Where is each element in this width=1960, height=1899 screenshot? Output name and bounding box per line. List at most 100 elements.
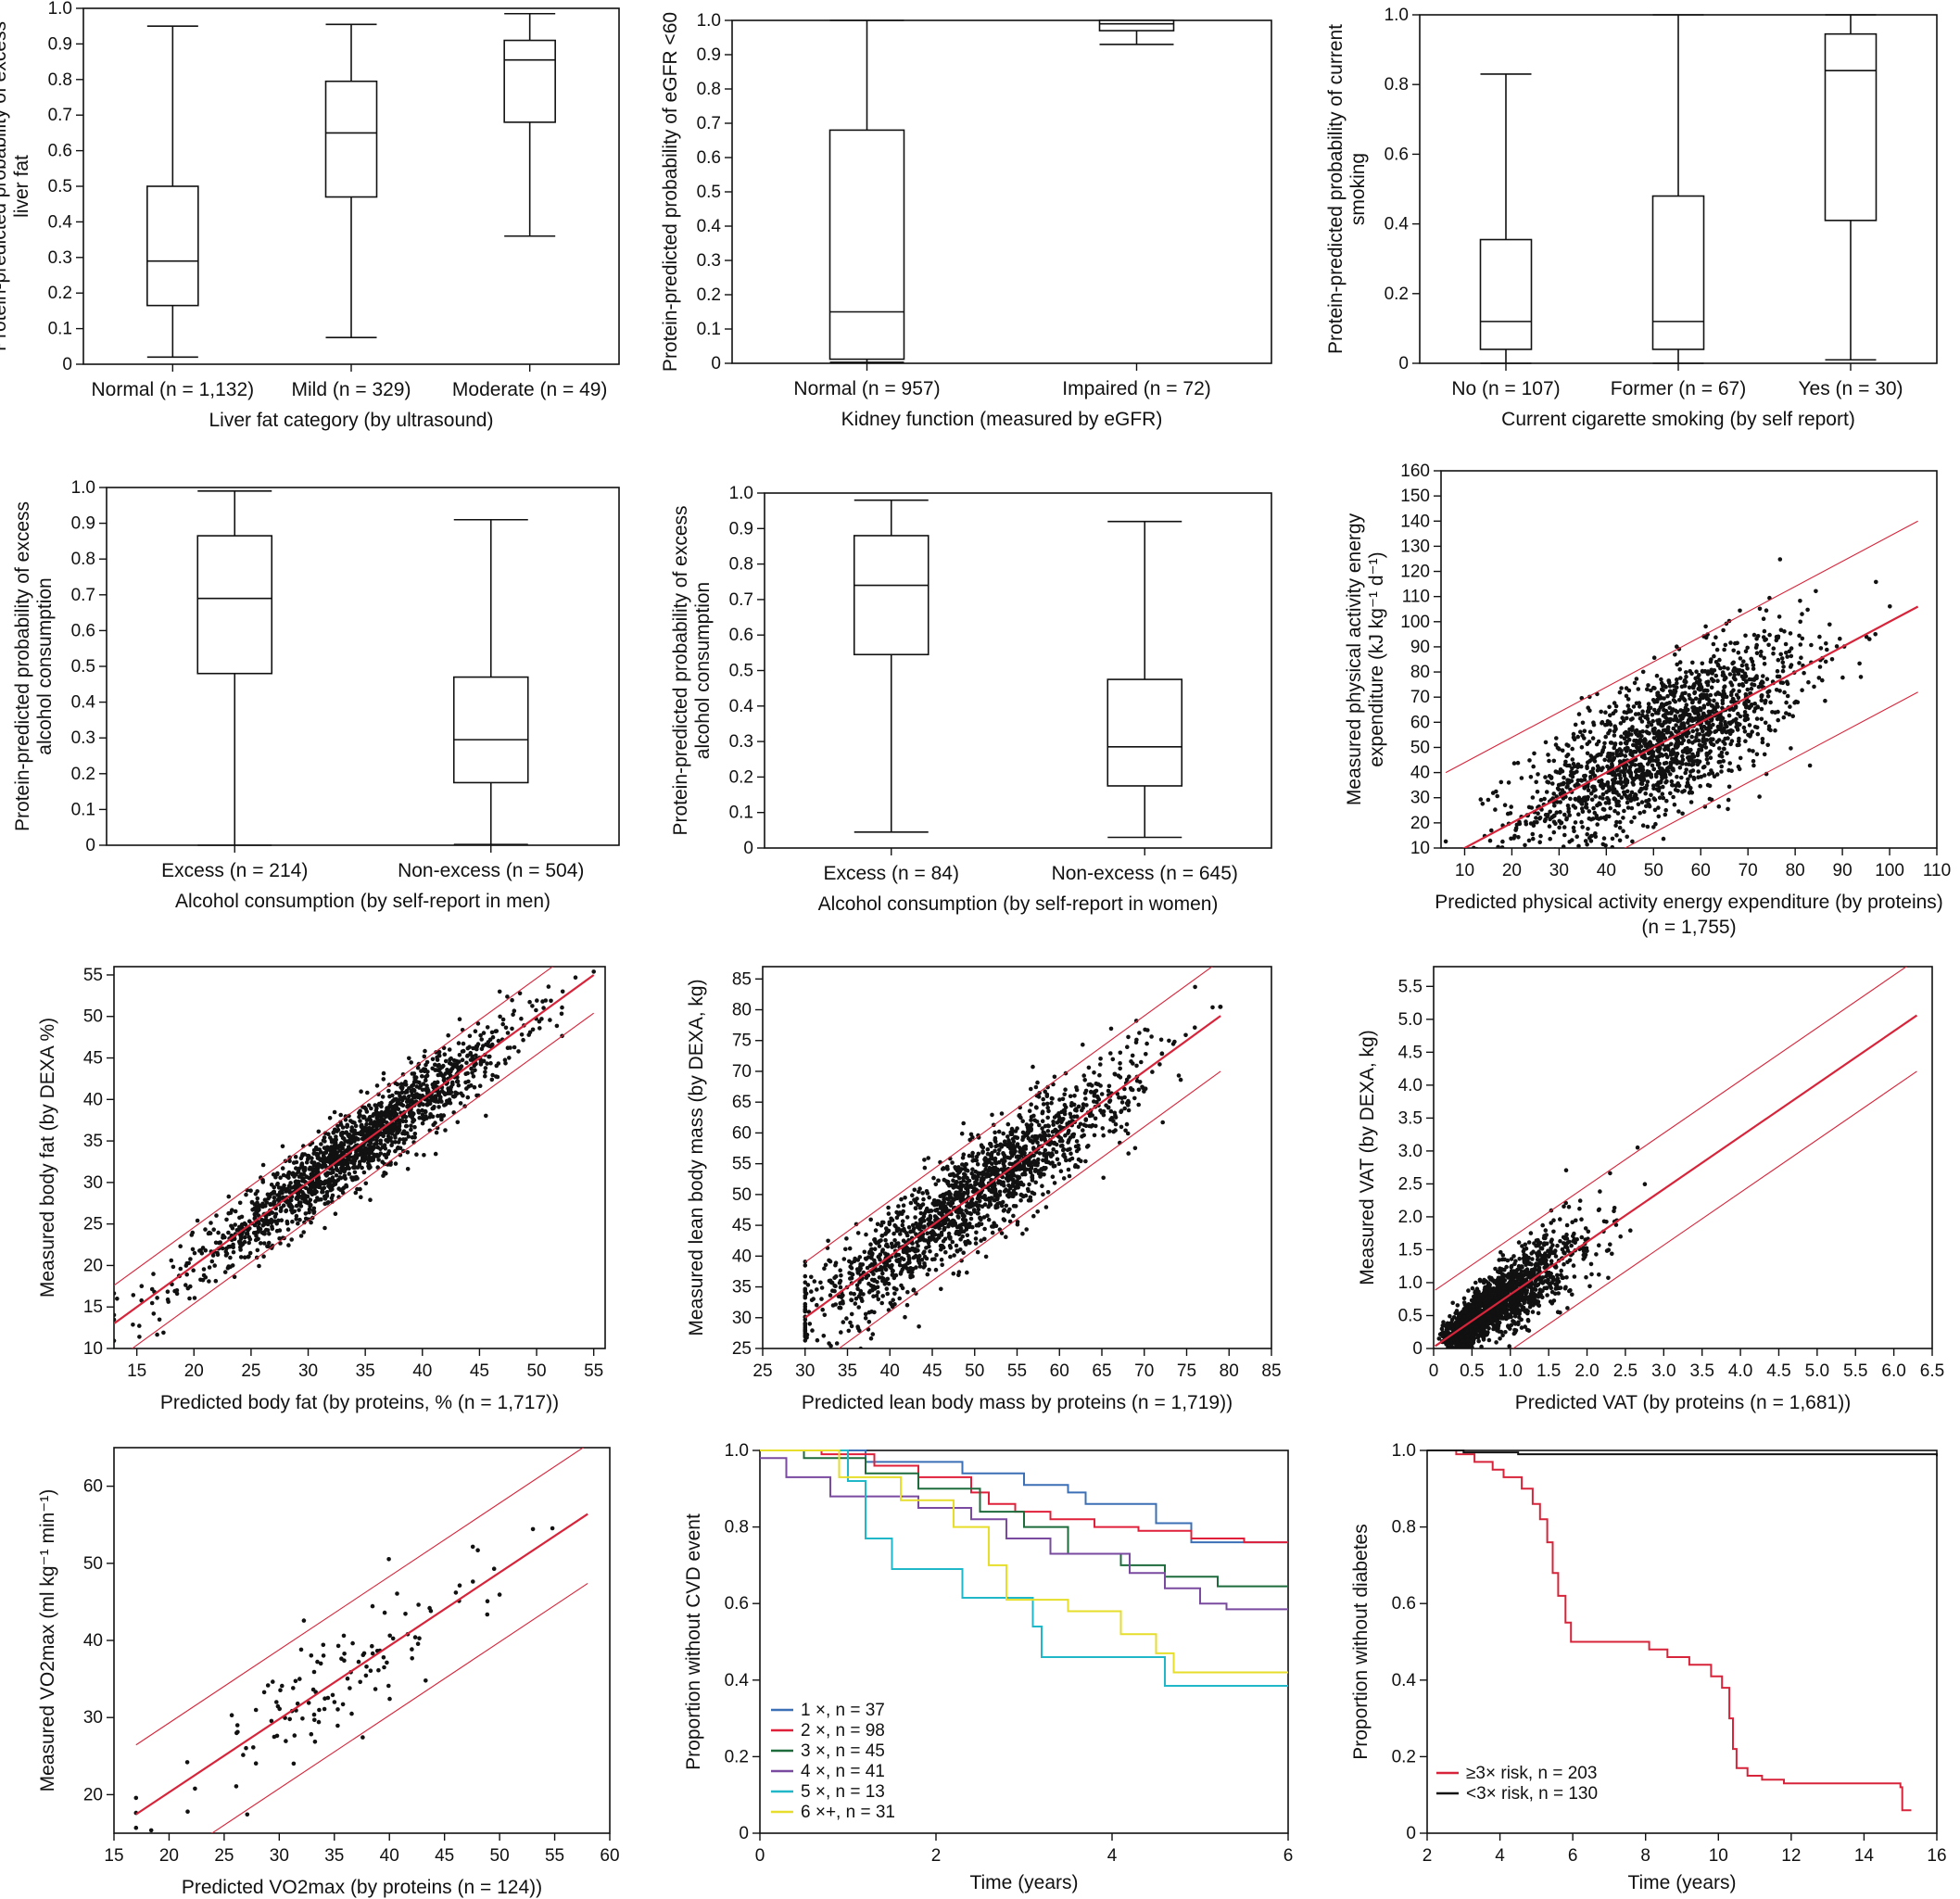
data-point bbox=[1675, 680, 1679, 686]
data-point bbox=[1126, 1151, 1131, 1156]
y-tick-label: 80 bbox=[1410, 663, 1430, 682]
data-point bbox=[1712, 698, 1716, 703]
data-point bbox=[272, 1199, 277, 1204]
data-point bbox=[436, 1105, 441, 1109]
data-point bbox=[254, 1234, 259, 1238]
data-point bbox=[1789, 653, 1794, 659]
data-point bbox=[1500, 839, 1505, 844]
data-point bbox=[1696, 712, 1701, 717]
x-tick-label: 60 bbox=[1050, 1361, 1069, 1381]
data-point bbox=[1671, 794, 1675, 800]
data-point bbox=[1550, 781, 1555, 786]
data-point bbox=[915, 1196, 919, 1201]
category-label: Normal (n = 957) bbox=[793, 378, 940, 399]
data-point bbox=[1119, 1109, 1123, 1115]
data-point bbox=[1149, 1034, 1154, 1039]
data-point bbox=[267, 1195, 272, 1199]
data-point bbox=[1555, 800, 1560, 804]
data-point bbox=[1603, 843, 1608, 848]
x-tick-label: 40 bbox=[880, 1361, 900, 1381]
data-point bbox=[554, 1023, 560, 1029]
data-point bbox=[1640, 669, 1646, 675]
data-point bbox=[868, 1217, 873, 1222]
y-tick-label: 0.3 bbox=[729, 732, 753, 752]
data-point bbox=[1761, 616, 1766, 621]
data-point bbox=[956, 1170, 961, 1174]
data-point bbox=[1689, 700, 1695, 705]
data-point bbox=[986, 1217, 992, 1222]
data-point bbox=[1757, 606, 1763, 612]
data-point bbox=[382, 1143, 387, 1147]
data-point bbox=[959, 1258, 964, 1263]
y-axis-label: Protein-predicted probability of current bbox=[1325, 24, 1347, 354]
data-point bbox=[1798, 642, 1803, 647]
data-point bbox=[280, 1166, 285, 1171]
data-point bbox=[1799, 655, 1803, 660]
data-point bbox=[380, 1095, 386, 1099]
data-point bbox=[1790, 714, 1795, 718]
data-point bbox=[560, 989, 565, 994]
data-point bbox=[1674, 728, 1678, 734]
data-point bbox=[471, 1045, 475, 1051]
data-point bbox=[368, 1141, 373, 1146]
data-point bbox=[1496, 854, 1500, 858]
data-point bbox=[1817, 634, 1822, 639]
data-point bbox=[1651, 766, 1657, 772]
data-point bbox=[1632, 815, 1637, 820]
data-point bbox=[1551, 813, 1557, 818]
data-point bbox=[1693, 696, 1699, 702]
data-point bbox=[441, 1078, 447, 1082]
data-point bbox=[1579, 745, 1585, 750]
data-point bbox=[1676, 809, 1681, 814]
data-point bbox=[1617, 838, 1623, 843]
data-point bbox=[334, 1134, 338, 1139]
data-point bbox=[983, 1254, 989, 1260]
data-point bbox=[1600, 791, 1606, 797]
data-point bbox=[1696, 738, 1701, 743]
data-point bbox=[1728, 680, 1733, 685]
y-tick-label: 130 bbox=[1400, 537, 1430, 556]
data-point bbox=[1707, 698, 1712, 703]
x-tick-label: 55 bbox=[584, 1361, 603, 1381]
x-tick-label: 40 bbox=[1597, 861, 1616, 880]
data-point bbox=[355, 1136, 360, 1142]
data-point bbox=[990, 1230, 995, 1235]
data-point bbox=[308, 1165, 312, 1171]
data-point bbox=[1052, 1181, 1057, 1185]
data-point bbox=[449, 1069, 453, 1074]
data-point bbox=[500, 1017, 506, 1022]
data-point bbox=[1531, 836, 1536, 842]
data-point bbox=[1622, 808, 1626, 814]
data-point bbox=[262, 1232, 267, 1236]
data-point bbox=[137, 1335, 142, 1339]
data-point bbox=[1031, 1213, 1036, 1219]
data-point bbox=[1715, 678, 1720, 683]
data-point bbox=[465, 1045, 471, 1051]
data-point bbox=[1777, 614, 1782, 619]
data-point bbox=[1618, 751, 1624, 756]
data-point bbox=[1580, 809, 1586, 815]
data-point bbox=[1587, 809, 1592, 814]
data-point bbox=[997, 1189, 1003, 1195]
data-point bbox=[519, 1032, 525, 1037]
y-tick-label: 0.5 bbox=[697, 183, 721, 202]
data-point bbox=[304, 1174, 310, 1179]
data-point bbox=[1639, 734, 1644, 739]
data-point bbox=[224, 1217, 229, 1222]
data-point bbox=[424, 1059, 430, 1065]
data-point bbox=[1693, 676, 1698, 681]
data-point bbox=[999, 1111, 1005, 1116]
data-point bbox=[1775, 668, 1780, 674]
data-point bbox=[1767, 595, 1772, 601]
data-point bbox=[357, 1152, 362, 1158]
data-point bbox=[248, 1188, 253, 1193]
data-point bbox=[238, 1236, 244, 1241]
data-point bbox=[495, 1074, 500, 1080]
data-point bbox=[1483, 866, 1487, 870]
data-point bbox=[849, 1272, 854, 1276]
data-point bbox=[420, 1108, 424, 1113]
data-point bbox=[285, 1199, 291, 1205]
data-point bbox=[1597, 752, 1602, 757]
data-point bbox=[1708, 692, 1713, 698]
data-point bbox=[896, 1204, 901, 1209]
